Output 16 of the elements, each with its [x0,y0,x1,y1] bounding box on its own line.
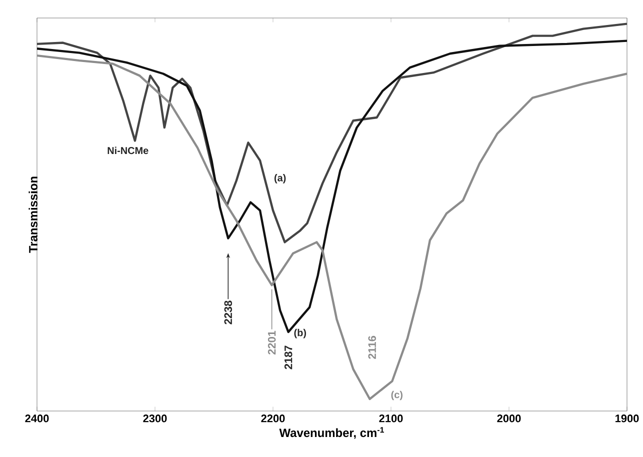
x-tick-label: 1900 [615,414,639,422]
annotation: (c) [391,390,402,400]
annotation: 2238 [224,300,232,324]
annotation: 2116 [368,336,376,359]
x-tick-label: 2400 [25,414,49,422]
annotation: 2187 [284,346,292,370]
x-tick-label: 2000 [497,414,521,422]
annotation: 2201 [268,330,276,354]
x-axis-title: Wavenumber, cm$^{-1}$ [279,427,384,439]
x-tick-label: 2300 [143,414,167,422]
y-axis-title: Transmission [28,176,38,253]
annotation: Ni-NCMe [108,146,148,154]
x-tick-label: 2100 [379,414,403,422]
annotation: (a) [274,174,286,184]
annotation: (b) [294,328,306,338]
x-tick-label: 2200 [261,414,285,422]
